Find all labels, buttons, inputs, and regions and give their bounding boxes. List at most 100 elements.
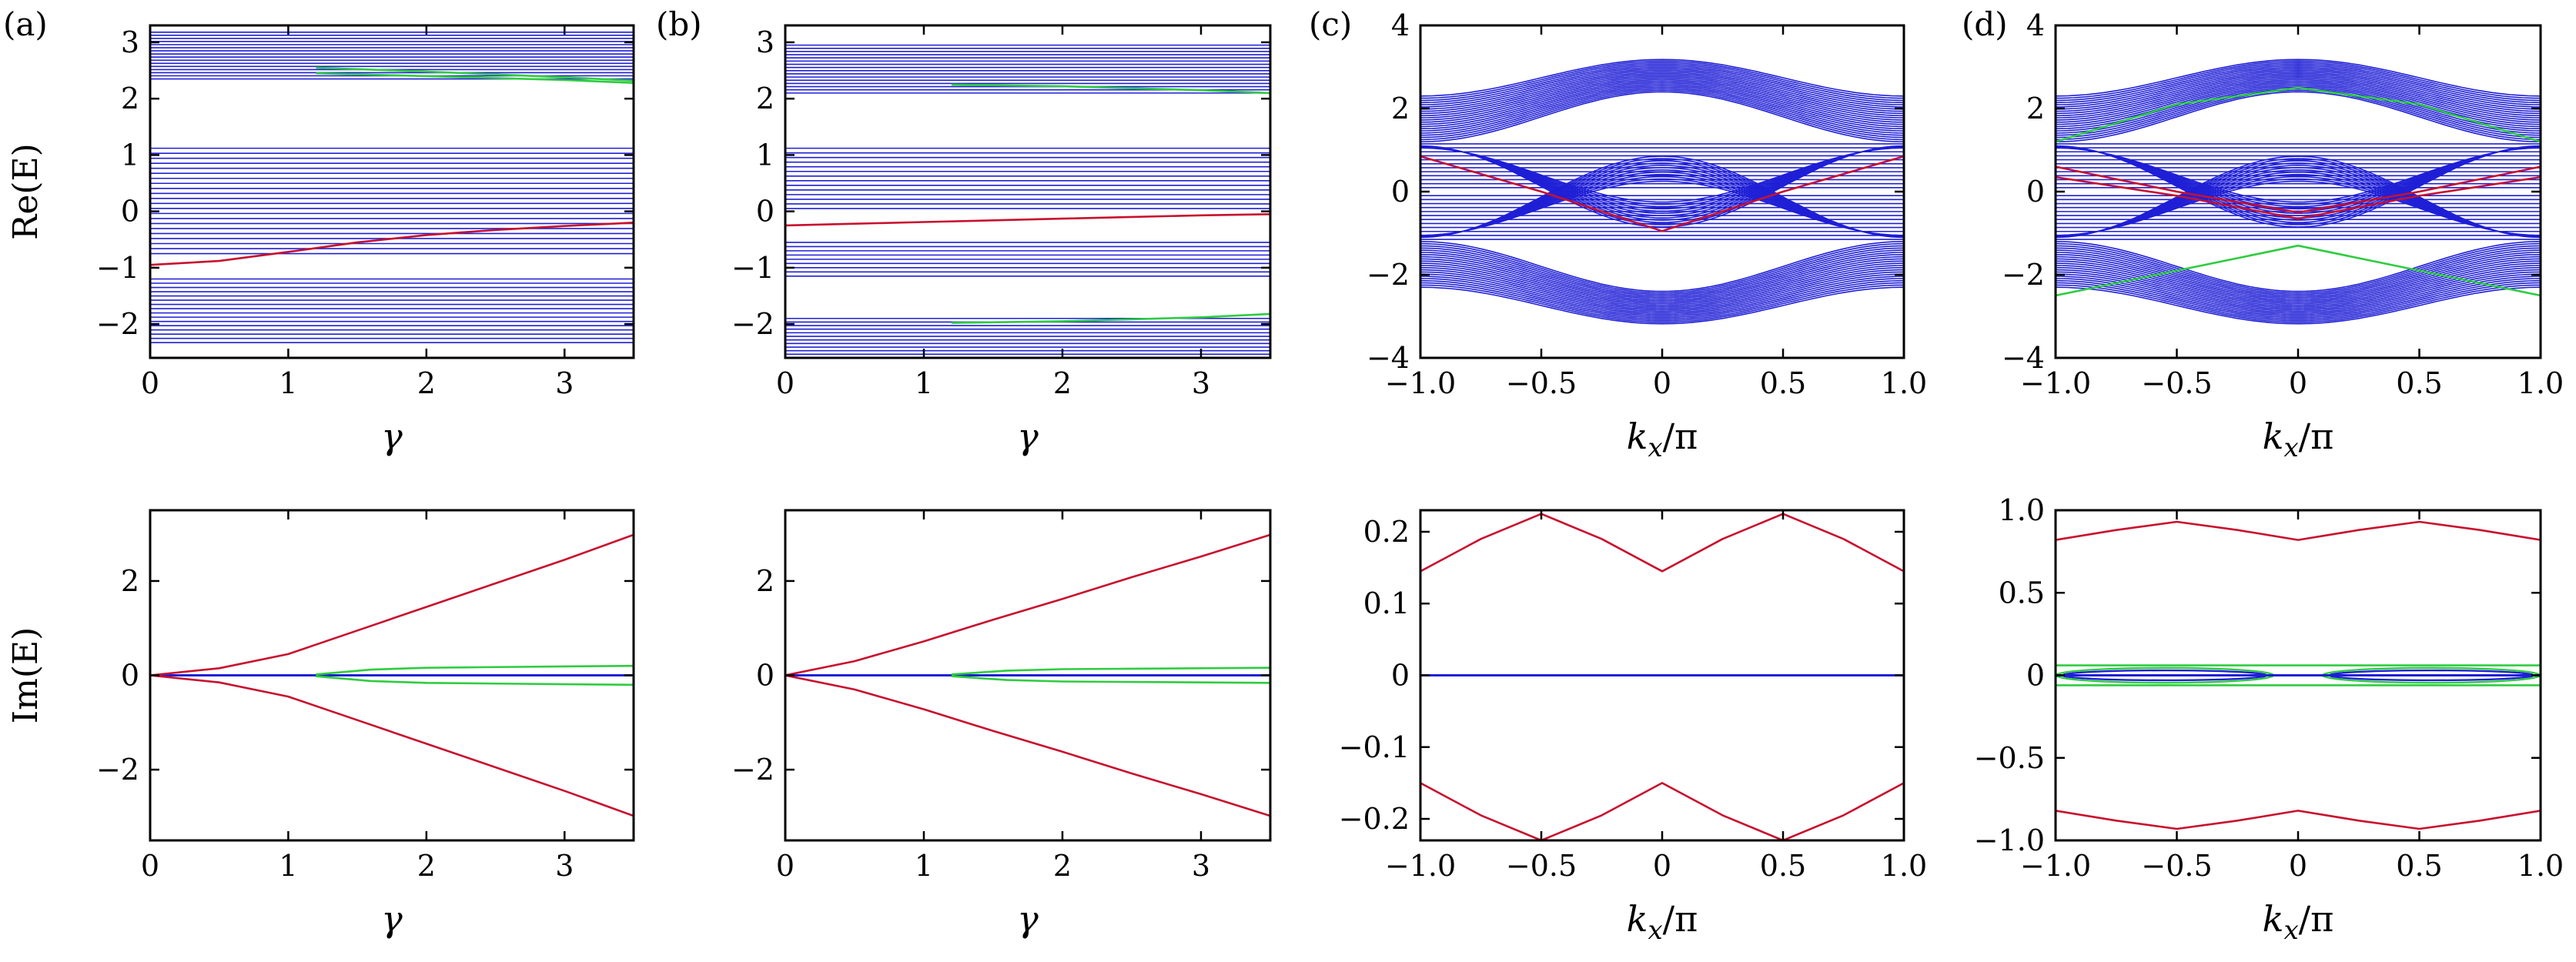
- xtick-label-a-bottom-1: 1: [279, 849, 297, 883]
- series-d-top-edge-green-lower: [2056, 244, 2541, 297]
- xtick-label-d-top-3: 0.5: [2396, 366, 2442, 400]
- plot-area-d-top: [2056, 58, 2541, 325]
- bulk-vee-d-top-11: [2056, 147, 2541, 203]
- bulk-curve-d-top-2-18: [2056, 279, 2541, 320]
- ytick-label-b-top-1: −1: [731, 251, 774, 285]
- series-b-bottom-edge-red-up: [785, 533, 1270, 676]
- bulk-curve-d-top-2-14: [2056, 271, 2541, 314]
- bulk-curve-d-top-2-19: [2056, 282, 2541, 322]
- bulk-curve-d-top-0-1: [2056, 89, 2541, 141]
- bulk-curve-c-top-2-3: [1420, 247, 1904, 297]
- xtick-label-a-top-1: 1: [279, 366, 297, 400]
- series-c-top-edge-red: [1420, 155, 1904, 232]
- bulk-curve-d-top-0-7: [2056, 80, 2541, 128]
- bulk-curve-c-top-2-9: [1420, 260, 1904, 306]
- series-a-top-edge-green-lower: [316, 72, 634, 84]
- chart-c-top: −1.0 −0.5 0 0.5 1.0 −4 −2 0 2 4 kx/π: [1367, 8, 1927, 463]
- ytick-label-a-top-3: 1: [121, 138, 139, 172]
- bulk-curve-d-top-2-1: [2056, 242, 2541, 294]
- xlabel-c-top: kx/π: [1627, 416, 1698, 463]
- bulk-curve-c-top-0-19: [1420, 62, 1904, 102]
- bulk-curve-d-top-2-10: [2056, 262, 2541, 308]
- ytick-label-a-top-2: 0: [121, 195, 139, 229]
- bulk-curve-c-top-0-16: [1420, 66, 1904, 108]
- bulk-curve-d-top-0-15: [2056, 68, 2541, 110]
- ytick-label-c-top-4: 4: [1391, 8, 1410, 42]
- xlabel-b-bottom: γ: [1017, 898, 1039, 940]
- bulk-curve-d-top-2-15: [2056, 273, 2541, 316]
- bulk-curve-d-top-2-6: [2056, 254, 2541, 302]
- axes-frame-a-top: [149, 24, 635, 359]
- bulk-curve-d-top-2-21: [2056, 286, 2541, 325]
- bulk-curve-d-top-2-3: [2056, 247, 2541, 297]
- xtick-label-a-top-2: 2: [417, 366, 436, 400]
- ytick-label-c-bottom-2: 0: [1391, 659, 1410, 693]
- series-c-bottom-edge-red-down: [1420, 782, 1904, 840]
- xtick-label-a-top-3: 3: [555, 366, 574, 400]
- ytick-label-a-top-5: 3: [121, 25, 139, 59]
- series-d-bottom-edge-red-up: [2056, 520, 2541, 541]
- series-d-top-edge-green-upper: [2056, 86, 2541, 143]
- plot-area-b-bottom: [785, 533, 1270, 817]
- ytick-label-a-bottom-2: 2: [121, 564, 139, 598]
- bulk-curve-d-top-0-19: [2056, 62, 2541, 102]
- xlabel-a-bottom: γ: [381, 898, 403, 940]
- bulk-curve-d-top-2-5: [2056, 252, 2541, 300]
- series-b-bottom-edge-green-down: [951, 675, 1270, 684]
- ytick-label-b-top-5: 3: [756, 25, 774, 59]
- bulk-curve-d-top-2-0: [2056, 241, 2541, 292]
- xlabel-d-bottom: kx/π: [2263, 898, 2334, 946]
- xtick-label-c-bottom-4: 1.0: [1881, 849, 1927, 883]
- xtick-label-c-top-4: 1.0: [1881, 366, 1927, 400]
- xtick-label-b-top-2: 2: [1053, 366, 1072, 400]
- bulk-curve-c-top-0-7: [1420, 80, 1904, 128]
- xtick-label-a-top-0: 0: [141, 366, 159, 400]
- bulk-curve-c-top-2-21: [1420, 286, 1904, 325]
- bulk-curve-d-top-0-8: [2056, 78, 2541, 125]
- bulk-curve-d-top-0-10: [2056, 75, 2541, 121]
- bulk-curve-c-top-0-21: [1420, 58, 1904, 97]
- bulk-curve-d-top-2-9: [2056, 260, 2541, 306]
- bulk-curve-c-top-2-5: [1420, 252, 1904, 300]
- xtick-label-d-top-0: −1.0: [2020, 366, 2091, 400]
- bulk-curve-d-top-0-5: [2056, 83, 2541, 132]
- bulk-curve-d-top-2-11: [2056, 265, 2541, 309]
- ytick-label-b-top-4: 2: [756, 82, 774, 115]
- chart-b-top: 0 1 2 3 −2 −1 0 1 2 3 γ: [731, 24, 1272, 457]
- bulk-curve-c-top-0-2: [1420, 88, 1904, 139]
- bulk-curve-c-top-2-16: [1420, 276, 1904, 317]
- xtick-label-b-bottom-2: 2: [1053, 849, 1072, 883]
- panel-letter-d: (d): [1962, 5, 2008, 43]
- ytick-label-d-top-2: 0: [2026, 175, 2045, 209]
- bulk-curve-c-top-0-17: [1420, 65, 1904, 105]
- ytick-label-c-bottom-3: 0.1: [1363, 586, 1410, 620]
- bulk-curve-d-top-0-11: [2056, 74, 2541, 119]
- series-a-bottom-edge-red-up: [150, 533, 634, 676]
- xtick-label-d-top-2: 0: [2289, 366, 2307, 400]
- bulk-curve-c-top-2-7: [1420, 256, 1904, 303]
- plot-area-c-top: [1420, 58, 1904, 325]
- ytick-label-d-bottom-1: −0.5: [1974, 741, 2045, 775]
- xtick-label-d-top-4: 1.0: [2517, 366, 2564, 400]
- bulk-curve-c-top-0-14: [1420, 69, 1904, 112]
- bulk-curve-c-top-0-18: [1420, 63, 1904, 104]
- ytick-label-a-bottom-0: −2: [96, 753, 139, 787]
- xtick-label-c-bottom-2: 0: [1653, 849, 1671, 883]
- bulk-curve-c-top-0-5: [1420, 83, 1904, 132]
- bulk-curve-c-top-2-2: [1420, 245, 1904, 296]
- bulk-curve-c-top-2-14: [1420, 271, 1904, 314]
- bulk-curve-d-top-0-18: [2056, 63, 2541, 104]
- ytick-label-d-top-0: −4: [2002, 341, 2045, 375]
- plot-area-d-bottom: [2056, 520, 2541, 830]
- bulk-curve-c-top-0-8: [1420, 78, 1904, 125]
- ytick-label-b-bottom-1: 0: [756, 659, 774, 693]
- xtick-label-c-bottom-1: −0.5: [1506, 849, 1577, 883]
- xlabel-a-top: γ: [381, 416, 403, 457]
- panels-group: 0 1 2 3 −2 −1 0 1 2 3 γ 0 1 2 3 −2 −1 0 1 2 3 γ −1.0 −0.5 0 0.5 1.…: [96, 8, 2564, 946]
- bulk-curve-c-top-2-18: [1420, 279, 1904, 320]
- bulk-curve-c-top-0-11: [1420, 74, 1904, 119]
- ytick-label-d-bottom-2: 0: [2026, 659, 2045, 693]
- bulk-curve-d-top-0-13: [2056, 71, 2541, 115]
- series-b-top-edge-green-lower: [951, 312, 1270, 324]
